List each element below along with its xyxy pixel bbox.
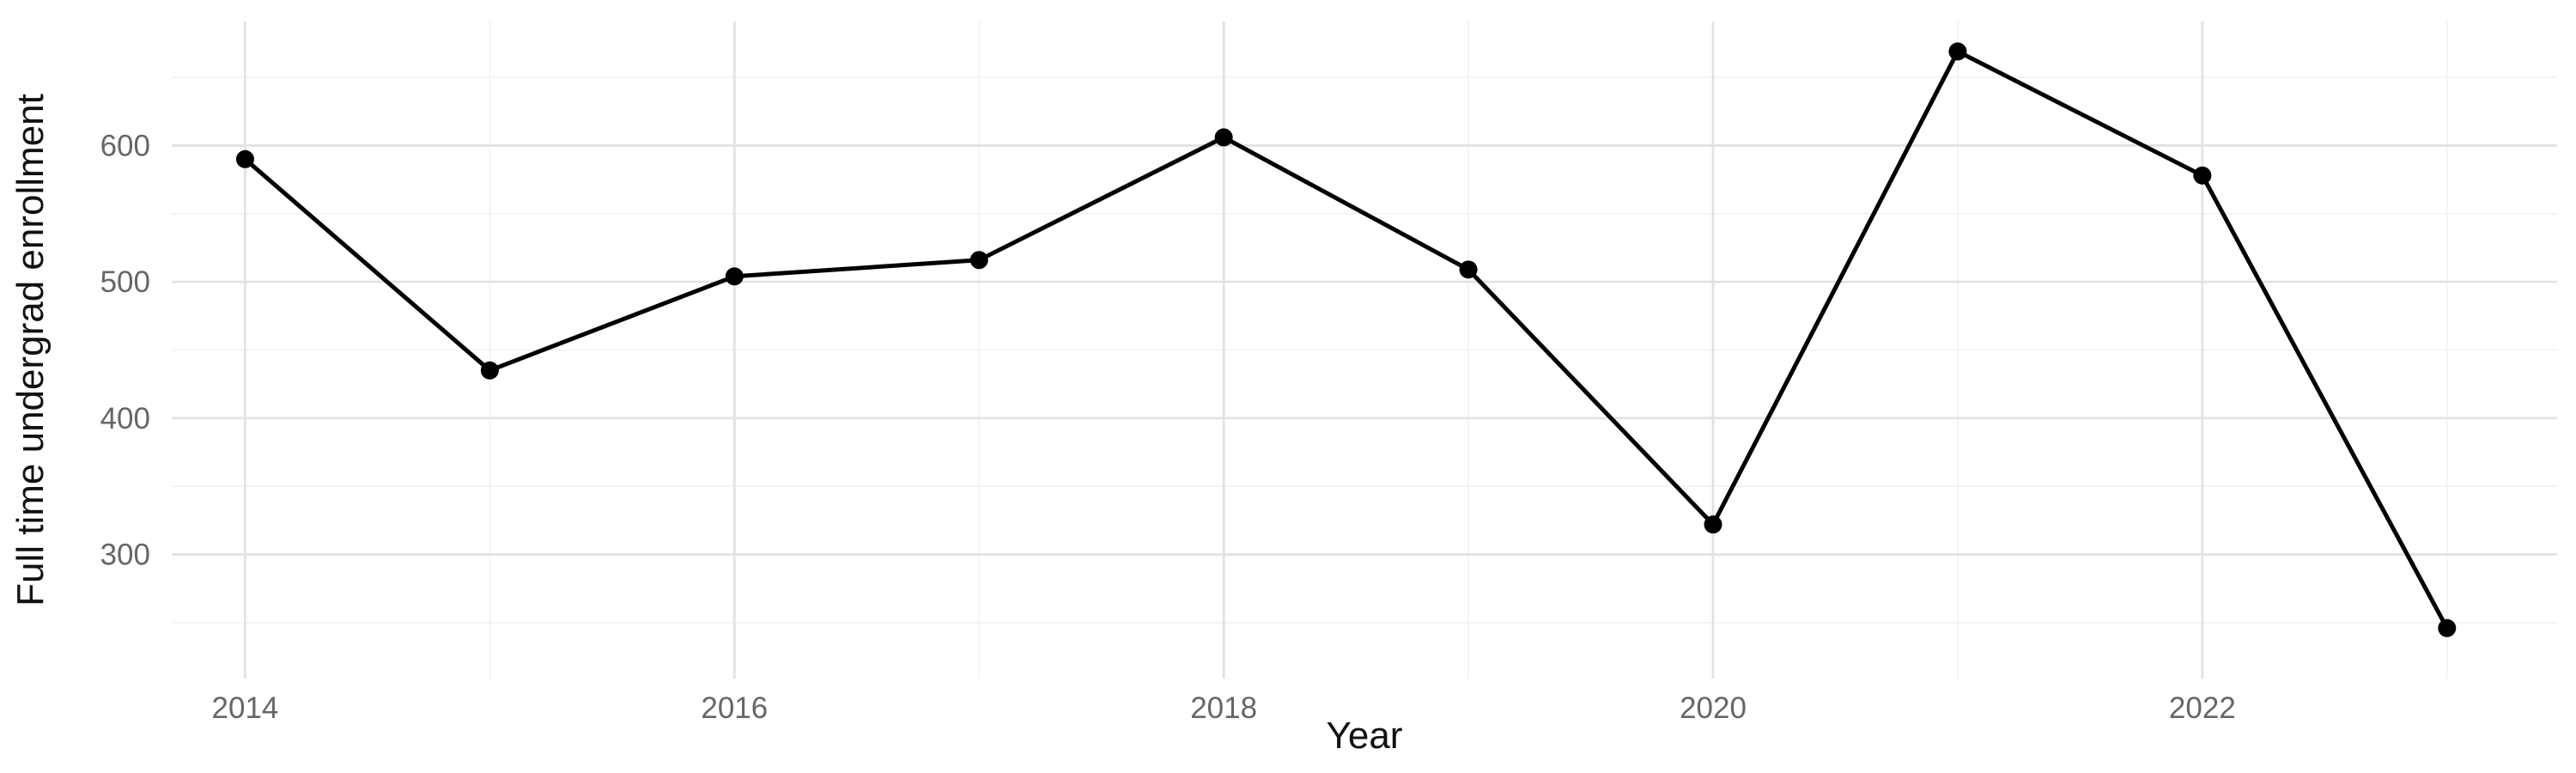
data-point xyxy=(1459,260,1478,279)
y-tick-label: 600 xyxy=(100,129,150,162)
y-tick-label: 300 xyxy=(100,539,150,572)
x-tick-label: 2016 xyxy=(701,691,768,725)
data-point xyxy=(1214,128,1233,147)
data-point xyxy=(969,251,988,270)
y-tick-label: 400 xyxy=(100,402,150,435)
data-point xyxy=(480,361,499,380)
data-point xyxy=(2193,166,2212,185)
x-tick-label: 2022 xyxy=(2169,691,2236,725)
y-axis-title: Full time undergrad enrollment xyxy=(9,94,52,606)
x-tick-label: 2014 xyxy=(212,691,279,725)
data-point xyxy=(1948,42,1967,61)
data-point xyxy=(1704,515,1722,534)
data-point xyxy=(725,267,744,286)
data-point xyxy=(2438,618,2457,637)
y-tick-label: 500 xyxy=(100,265,150,299)
data-line xyxy=(242,49,2450,630)
x-tick-label: 2020 xyxy=(1680,691,1747,725)
x-axis-title: Year xyxy=(1327,715,1403,757)
x-tick-label: 2018 xyxy=(1190,691,1257,725)
data-point xyxy=(235,149,254,168)
